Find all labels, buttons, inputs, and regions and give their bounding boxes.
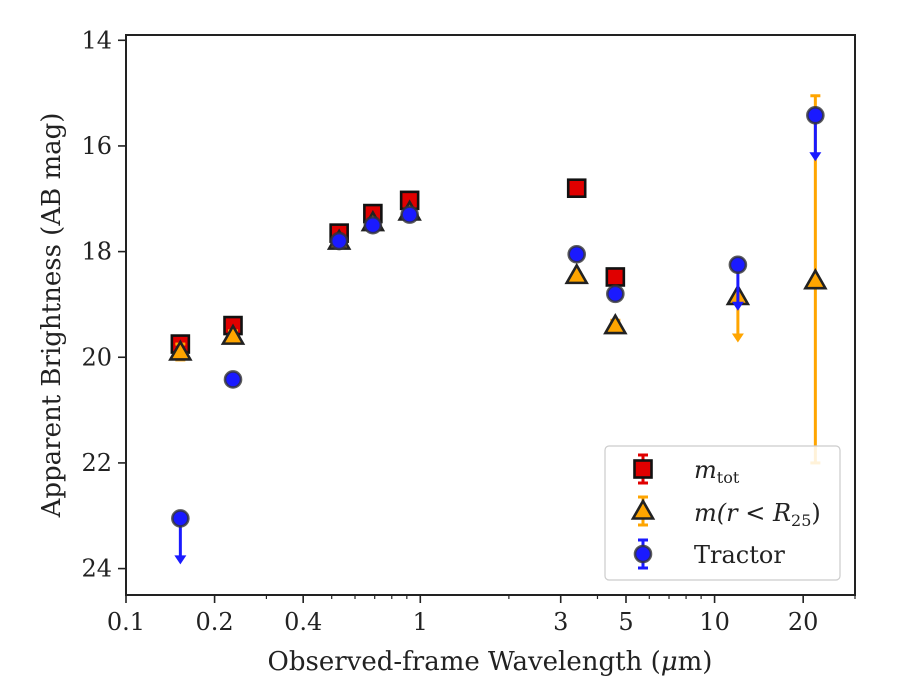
data-point-circle xyxy=(728,255,748,275)
y-tick-label: 20 xyxy=(81,343,112,371)
plot-frame xyxy=(125,34,856,596)
plot-layer xyxy=(168,94,828,565)
legend-marker-triangle xyxy=(630,498,656,520)
legend-label-m-r25: m(r < R25) xyxy=(694,499,821,530)
x-axis-label: Observed-frame Wavelength (μm) xyxy=(268,647,713,677)
x-tick-label: 3 xyxy=(553,608,568,636)
limit-arrow-head xyxy=(174,555,187,565)
legend-box xyxy=(604,445,841,581)
legend: mtot m(r < R25) Tractor xyxy=(604,445,841,581)
data-point-circle xyxy=(400,205,419,224)
legend-marker-tractor xyxy=(633,538,653,570)
x-tick-label: 0.1 xyxy=(107,608,145,636)
y-tick-label: 14 xyxy=(81,26,112,54)
limit-arrow-head xyxy=(731,333,744,343)
data-point-circle xyxy=(806,106,825,125)
series-m-r-r25 xyxy=(168,94,828,465)
data-point-triangle xyxy=(564,262,589,285)
legend-marker-m-r25 xyxy=(630,495,656,527)
data-point-triangle xyxy=(803,268,828,290)
y-tick-label: 16 xyxy=(81,132,112,160)
x-tick-label: 0.4 xyxy=(284,608,322,636)
x-tick-label: 1 xyxy=(413,608,428,636)
y-tick-label: 22 xyxy=(81,449,112,477)
legend-label-m-tot: mtot xyxy=(694,456,740,487)
x-tick-label: 20 xyxy=(788,608,819,636)
data-point-triangle xyxy=(603,312,628,335)
data-point-triangle xyxy=(168,339,193,361)
legend-marker-circle xyxy=(633,544,653,564)
data-point-triangle xyxy=(220,323,246,345)
axis-ticks: 0.1 0.2 0.4 1 3 5 10 20 14 16 18 20 22 24 xyxy=(81,26,856,636)
limit-arrow-head xyxy=(731,301,744,311)
y-axis-label: Apparent Brightness (AB mag) xyxy=(37,113,67,519)
data-point-circle xyxy=(223,370,243,389)
y-tick-label: 18 xyxy=(81,238,112,266)
legend-marker-m-tot xyxy=(633,453,653,485)
data-point-square xyxy=(566,178,587,199)
x-tick-label: 0.2 xyxy=(196,608,234,636)
data-point-circle xyxy=(606,284,625,304)
x-tick-label: 10 xyxy=(699,608,730,636)
series-m-tot xyxy=(170,178,626,354)
data-point-circle xyxy=(329,231,349,251)
data-point-square xyxy=(605,267,626,287)
y-tick-label: 24 xyxy=(81,555,112,583)
data-point-circle xyxy=(567,244,587,264)
data-point-circle xyxy=(363,215,383,235)
data-point-circle xyxy=(171,509,190,528)
legend-label-tractor: Tractor xyxy=(694,541,785,569)
series-tractor xyxy=(171,106,825,565)
limit-arrow-head xyxy=(809,152,822,162)
x-tick-label: 5 xyxy=(618,608,633,636)
legend-marker-square xyxy=(633,459,653,479)
